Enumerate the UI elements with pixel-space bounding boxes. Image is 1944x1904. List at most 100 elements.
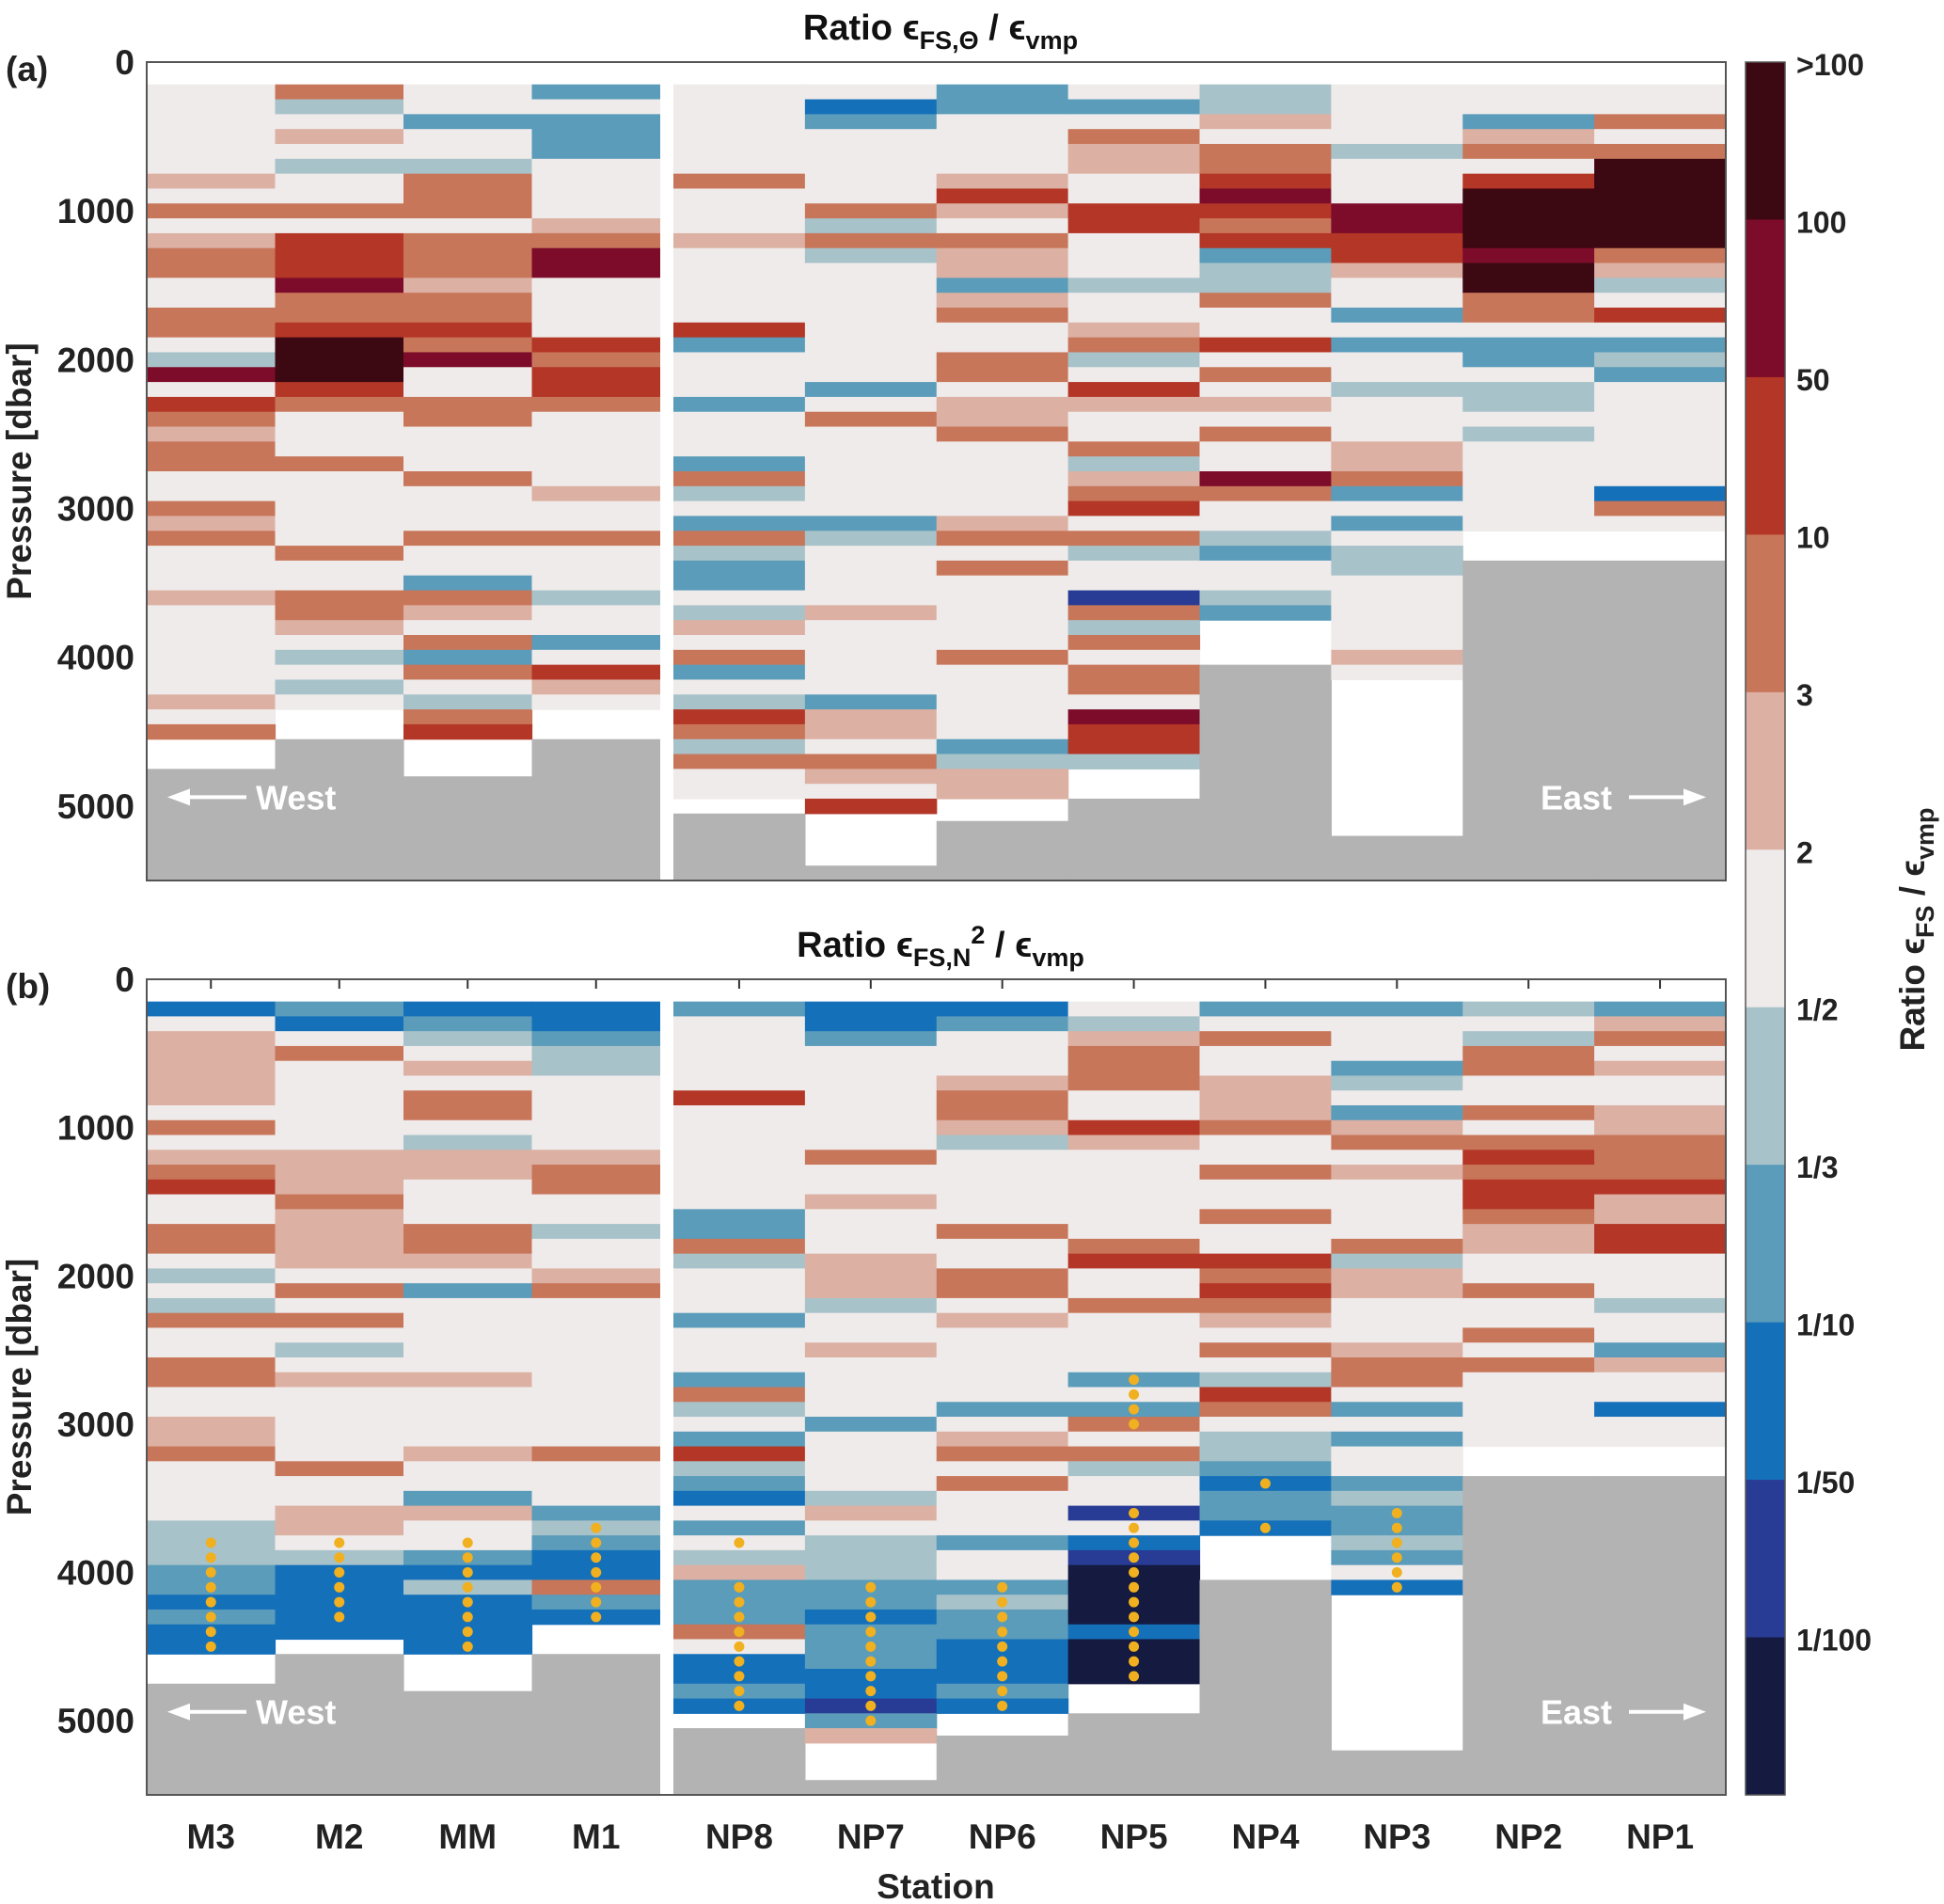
ratio-cell <box>1067 1209 1201 1225</box>
ratio-cell <box>804 516 938 532</box>
ratio-cell <box>936 485 1069 502</box>
station-label: M1 <box>572 1817 620 1856</box>
ratio-cell <box>936 590 1069 606</box>
ratio-cell <box>275 158 404 175</box>
ratio-cell <box>673 485 806 502</box>
ratio-cell <box>936 1283 1069 1299</box>
flag-dot <box>734 1700 745 1711</box>
flag-dot <box>734 1626 745 1638</box>
ratio-cell <box>804 1357 938 1373</box>
ratio-cell <box>936 1327 1069 1343</box>
ratio-cell <box>1199 1016 1332 1032</box>
seafloor <box>531 1654 661 1795</box>
flag-dot <box>462 1596 473 1608</box>
ratio-cell <box>531 218 661 234</box>
ratio-cell <box>936 1134 1069 1150</box>
ratio-cell <box>275 1060 404 1077</box>
ratio-cell <box>1067 635 1201 651</box>
ratio-cell <box>1331 1357 1463 1373</box>
ratio-cell <box>147 664 277 681</box>
ratio-cell <box>275 1297 404 1314</box>
ratio-cell <box>804 1209 938 1225</box>
ratio-cell <box>804 337 938 354</box>
ratio-cell <box>1331 635 1463 651</box>
seafloor <box>936 820 1069 881</box>
ratio-cell <box>1594 426 1727 442</box>
colorbar-segment <box>1746 1480 1785 1639</box>
station-name: NP7 <box>870 59 872 61</box>
ratio-cell <box>1462 1357 1595 1373</box>
panel-b: 0 1000 2000 3000 4000 5000 Pressure [dbar] (b) R… <box>0 921 1727 1796</box>
ratio-cell <box>1331 441 1463 457</box>
ratio-cell <box>531 84 661 101</box>
ratio-cell <box>1462 1417 1595 1433</box>
ratio-cell <box>531 1490 661 1507</box>
ratio-cell <box>673 1446 806 1462</box>
station-column-M2 <box>275 1001 404 1795</box>
label-part: ϵ <box>1893 860 1932 877</box>
colorbar-tick-label: 3 <box>1796 678 1813 712</box>
ratio-cell <box>673 232 806 249</box>
colorbar-segment <box>1746 691 1785 850</box>
ratio-cell <box>1067 203 1201 219</box>
title-part: Ratio <box>803 8 903 48</box>
ratio-cell <box>403 114 533 130</box>
title-part: vmp <box>1026 26 1079 55</box>
ratio-cell <box>673 144 806 160</box>
ratio-cell <box>1199 1150 1332 1166</box>
ratio-cell <box>1594 500 1727 517</box>
title-part: Ratio <box>797 926 896 965</box>
ratio-cell <box>673 218 806 234</box>
ratio-cell <box>1331 620 1463 636</box>
ratio-cell <box>403 1104 533 1121</box>
ratio-cell <box>804 590 938 606</box>
ratio-cell <box>1067 1312 1201 1329</box>
ratio-cell <box>403 1402 533 1418</box>
colorbar-segment <box>1746 849 1785 1008</box>
axes-frame <box>146 61 1727 881</box>
ratio-cell <box>1067 546 1201 562</box>
ratio-cell <box>147 560 277 577</box>
ratio-cell <box>673 738 806 755</box>
ratio-cell <box>275 337 404 354</box>
ratio-cell <box>804 649 938 666</box>
ratio-cell <box>1199 1001 1332 1018</box>
ratio-cell <box>673 352 806 368</box>
ratio-cell <box>531 262 661 278</box>
ratio-cell <box>936 1016 1069 1032</box>
ratio-cell <box>147 516 277 532</box>
label-part: Ratio <box>1893 955 1932 1052</box>
ratio-cell <box>1199 1090 1332 1106</box>
ratio-cell <box>673 262 806 278</box>
ratio-cell <box>531 1031 661 1047</box>
ratio-cell <box>1067 531 1201 547</box>
ratio-cell <box>275 382 404 398</box>
ratio-cell <box>1199 232 1332 249</box>
flag-dot <box>1129 1581 1140 1593</box>
ratio-cell <box>1331 232 1463 249</box>
ratio-cell <box>936 1060 1069 1077</box>
ratio-cell <box>1594 1387 1727 1403</box>
ratio-cell <box>147 1238 277 1255</box>
ratio-cell <box>1067 1075 1201 1091</box>
station-column-NP3 <box>1331 1001 1463 1795</box>
ratio-cell <box>1331 1431 1463 1448</box>
title-part: / <box>985 926 1015 965</box>
ratio-cell <box>147 546 277 562</box>
ratio-cell <box>275 322 404 339</box>
ratio-cell <box>673 531 806 547</box>
ratio-cell <box>936 649 1069 666</box>
ratio-cell <box>147 262 277 278</box>
flag-dot <box>205 1611 216 1623</box>
ratio-cell <box>403 1283 533 1299</box>
ratio-cell <box>936 1490 1069 1507</box>
title-part: ϵ <box>1008 8 1025 48</box>
station-column-MM <box>403 1001 533 1795</box>
group-gap <box>660 62 673 881</box>
ratio-cell <box>275 293 404 309</box>
ratio-cell <box>275 367 404 383</box>
ratio-cell <box>147 1253 277 1269</box>
ratio-cell <box>403 1224 533 1240</box>
ratio-cell <box>1462 471 1595 487</box>
ratio-cell <box>1199 1505 1332 1521</box>
